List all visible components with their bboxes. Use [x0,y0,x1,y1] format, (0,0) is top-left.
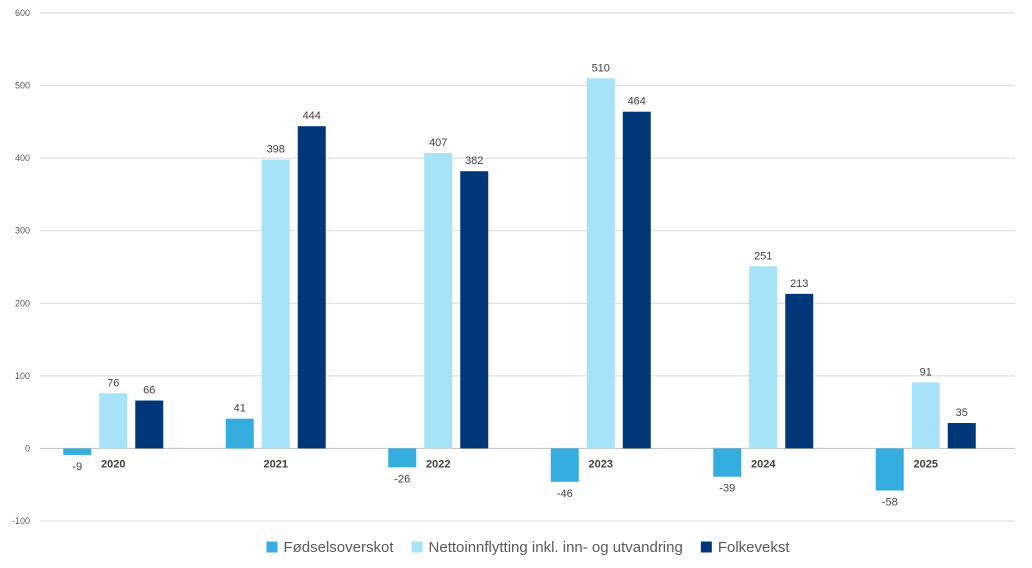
bar [225,418,254,449]
bar [297,126,326,449]
y-tick-label: 200 [15,298,30,308]
y-axis: -100 0 100 200 300 400 500 600 [12,8,30,526]
bar [99,393,128,449]
data-label: 91 [920,366,932,378]
bar [713,448,742,477]
category-label: 2024 [751,458,776,470]
bar [875,448,904,491]
legend-swatch [700,541,712,553]
legend-swatch [411,541,423,553]
data-label: 251 [754,250,772,262]
category-label: 2022 [426,458,450,470]
data-label: -46 [557,488,573,500]
legend-label: Folkevekst [718,539,791,556]
data-label: 464 [628,96,646,108]
bar [911,382,940,449]
bar [261,159,290,449]
bar [460,171,489,449]
data-label: -58 [882,497,898,509]
data-label: 444 [303,110,321,122]
category-labels: 2020 2021 2022 2023 2024 2025 [101,458,938,470]
y-tick-label: 100 [15,371,30,381]
y-tick-label: 400 [15,153,30,163]
data-label: -39 [719,483,735,495]
data-label: 41 [234,403,246,415]
data-label: 382 [465,155,483,167]
y-tick-label: 300 [15,226,30,236]
y-tick-label: 0 [25,443,30,453]
y-tick-label: -100 [12,516,30,526]
bar [63,448,92,455]
bars [63,78,976,491]
bar [622,111,651,449]
data-label: -26 [394,473,410,485]
legend-label: Nettoinnflytting inkl. inn- og utvandrin… [429,539,683,556]
category-label: 2023 [589,458,613,470]
bar [388,448,417,468]
bar [424,153,453,449]
bar [947,423,976,449]
data-label: 35 [956,407,968,419]
data-label: 510 [592,62,610,74]
category-label: 2025 [914,458,938,470]
data-label: 66 [143,385,155,397]
bar [135,400,164,449]
data-label: 407 [429,137,447,149]
data-label: 76 [107,377,119,389]
bar [550,448,579,482]
data-label: -9 [72,461,82,473]
data-label: 398 [267,144,285,156]
y-tick-label: 500 [15,81,30,91]
category-label: 2020 [101,458,125,470]
data-label: 213 [790,278,808,290]
category-label: 2021 [264,458,288,470]
legend-label: Fødselsoverskot [283,539,394,556]
bar [749,266,778,449]
legend-swatch [266,541,278,553]
y-tick-label: 600 [15,8,30,18]
bar [586,78,615,449]
gridlines [40,12,1015,522]
legend: Fødselsoverskot Nettoinnflytting inkl. in… [266,539,790,556]
bar [785,293,814,449]
data-labels: -9 76 66 41 398 444 -26 407 382 -46 510 464 -39 251 21… [72,62,968,508]
